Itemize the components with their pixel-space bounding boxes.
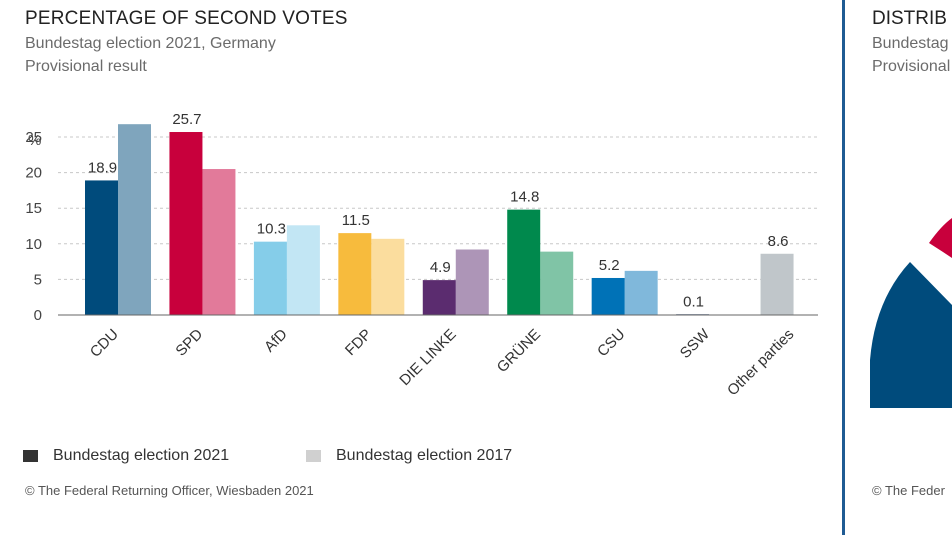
seat-segment-spd: [929, 218, 952, 258]
category-label-afd: AfD: [261, 326, 291, 356]
legend-item-2021[interactable]: Bundestag election 2021: [23, 447, 229, 465]
data-label-cdu: 18.9: [88, 159, 117, 176]
seat-segment-cdu: [870, 262, 952, 408]
legend-label-2017: Bundestag election 2017: [336, 447, 513, 464]
bar-2021-die-linke: [422, 280, 456, 315]
bar-2017-spd: [202, 169, 236, 315]
bar-2021-afd: [253, 241, 287, 315]
panel-divider: [842, 0, 845, 535]
bar-2017-afd: [286, 225, 320, 315]
data-label-gr-ne: 14.8: [510, 189, 539, 206]
y-tick-label-15: 15: [25, 200, 42, 217]
bar-2017-gr-ne: [540, 251, 574, 315]
category-label-ssw: SSW: [677, 325, 714, 362]
data-label-die-linke: 4.9: [430, 259, 451, 276]
seat-distribution-chart: [870, 218, 952, 408]
legend-item-2017[interactable]: Bundestag election 2017: [306, 447, 512, 465]
legend-swatch-2017: [306, 450, 321, 462]
bar-2021-other-parties: [760, 253, 794, 315]
bar-2017-csu: [624, 270, 658, 315]
votes-chart-panel: PERCENTAGE OF SECOND VOTES Bundestag ele…: [23, 8, 818, 498]
distribution-source-note: © The Feder: [872, 483, 945, 498]
y-tick-label-20: 20: [25, 165, 42, 182]
category-label-fdp: FDP: [342, 326, 375, 359]
bar-2017-cdu: [118, 124, 151, 316]
data-label-afd: 10.3: [257, 221, 286, 238]
data-label-other-parties: 8.6: [768, 233, 789, 250]
category-label-csu: CSU: [594, 326, 628, 360]
y-tick-label-0: 0: [34, 307, 42, 324]
bar-2021-spd: [169, 132, 203, 315]
data-label-ssw: 0.1: [683, 293, 704, 310]
data-label-spd: 25.7: [172, 111, 201, 128]
distribution-subtitle-result: Provisional: [872, 58, 951, 75]
source-note: © The Federal Returning Officer, Wiesbad…: [25, 483, 314, 498]
bar-2021-gr-ne: [507, 209, 541, 315]
y-tick-label-5: 5: [34, 271, 42, 288]
legend-label-2021: Bundestag election 2021: [53, 447, 230, 464]
bar-2017-die-linke: [455, 249, 489, 315]
legend-swatch-2021: [23, 450, 38, 462]
category-label-gr-ne: GRÜNE: [493, 325, 544, 376]
y-tick-label-25: 25: [25, 129, 42, 146]
bar-2017-fdp: [371, 238, 405, 315]
y-unit-label: %: [28, 132, 41, 149]
category-label-die-linke: DIE LINKE: [396, 326, 459, 389]
bar-2021-cdu: [85, 180, 118, 315]
category-label-spd: SPD: [172, 326, 206, 360]
data-label-fdp: 11.5: [342, 212, 370, 229]
category-label-other-parties: Other parties: [724, 326, 797, 399]
bar-2021-fdp: [338, 233, 372, 315]
y-tick-label-10: 10: [25, 236, 42, 253]
distribution-panel: DISTRIB Bundestag Provisional © The Fede…: [845, 0, 952, 535]
chart-subtitle-result: Provisional result: [25, 58, 147, 75]
data-label-csu: 5.2: [599, 257, 620, 274]
category-label-cdu: CDU: [87, 326, 122, 361]
distribution-title: DISTRIB: [872, 8, 947, 29]
distribution-subtitle-election: Bundestag: [872, 35, 949, 52]
bar-chart: 0 5 10 15 20 25% 18.9 CDU 25.7 SPD 10.3 AfD 11.5 FDP 4…: [25, 111, 818, 399]
chart-subtitle-election: Bundestag election 2021, Germany: [25, 35, 276, 52]
chart-title: PERCENTAGE OF SECOND VOTES: [25, 8, 348, 29]
bar-2021-csu: [591, 277, 625, 315]
